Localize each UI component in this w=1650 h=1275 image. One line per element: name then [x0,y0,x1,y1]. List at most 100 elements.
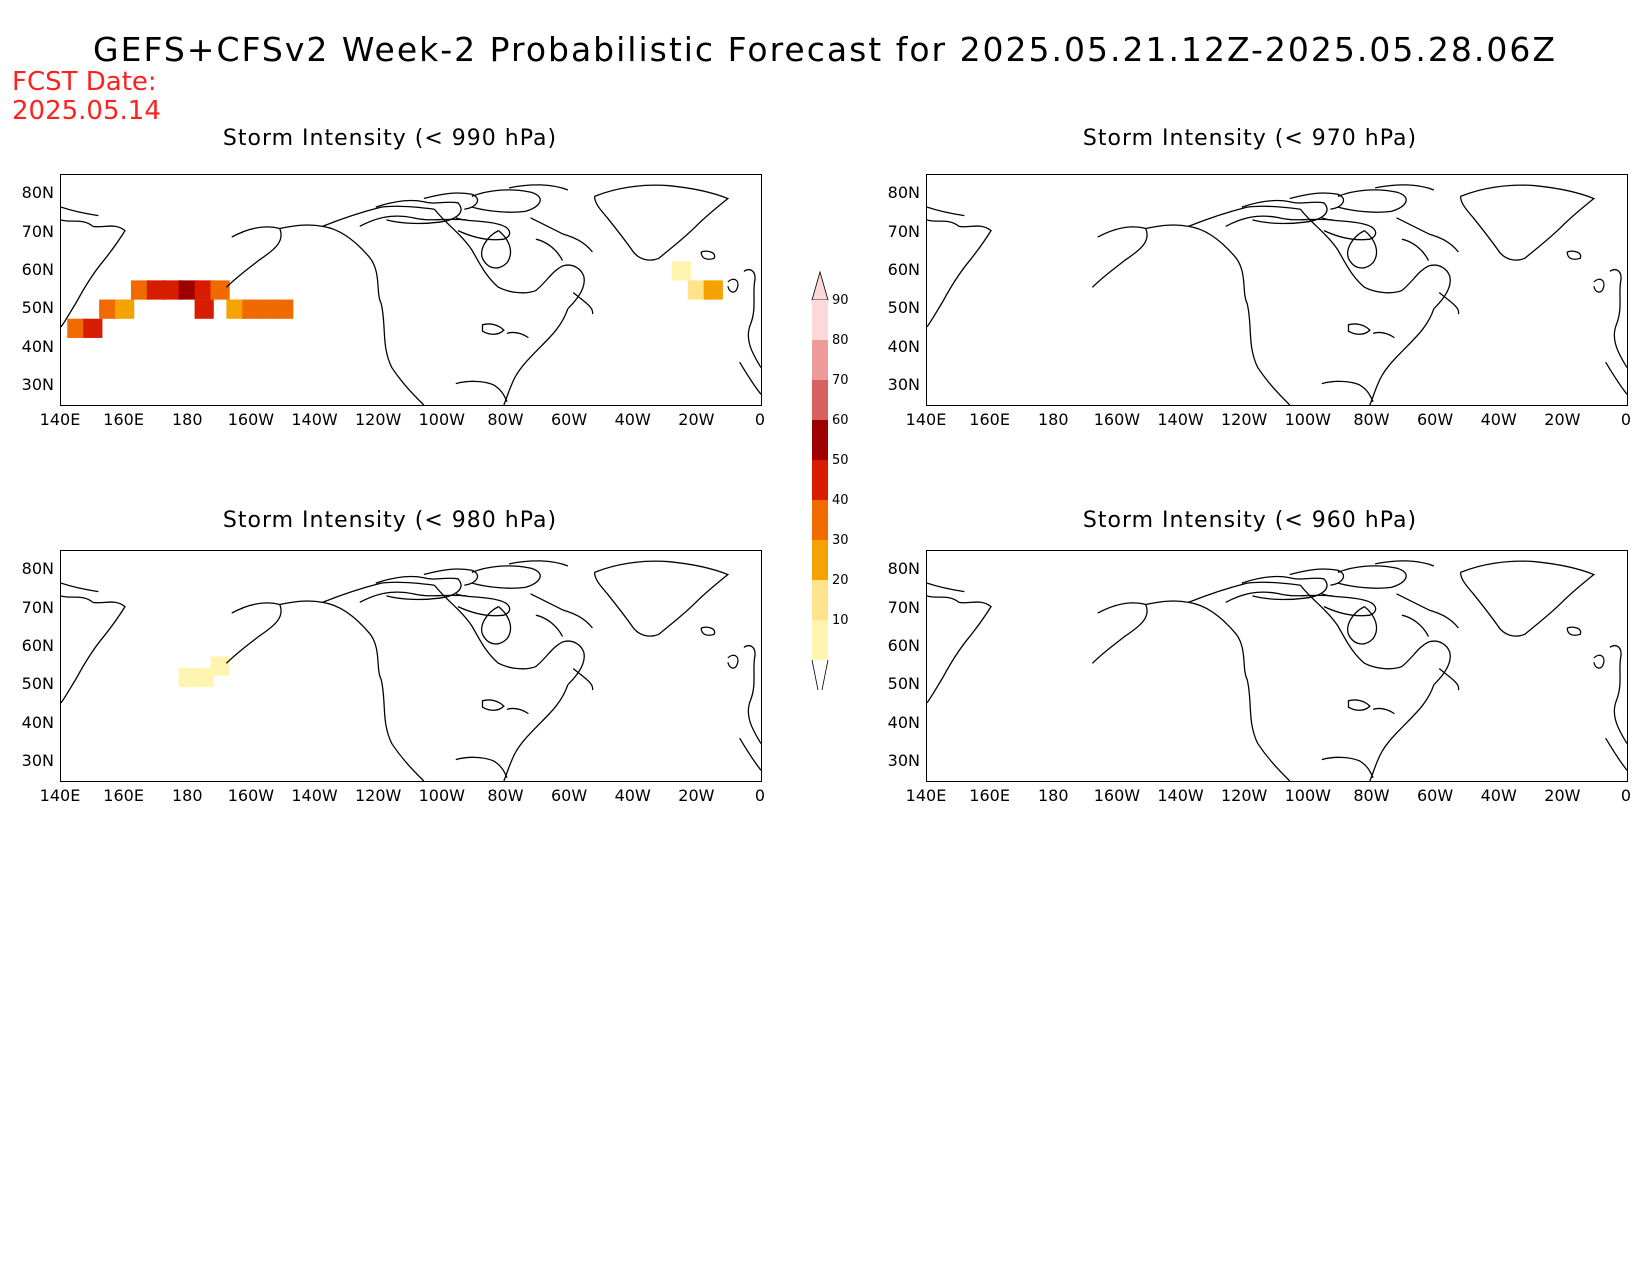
map-990 [60,174,762,406]
lon-tick-label: 100W [418,786,465,805]
probability-cell [178,667,198,688]
colorbar-tick-label: 80 [832,333,849,348]
coastline [61,561,761,781]
lon-tick-label: 140E [39,786,81,805]
lon-tick-label: 160W [227,786,275,805]
probability-cell [194,667,214,688]
lat-tick-label: 50N [21,298,54,318]
colorbar-tick-label: 10 [832,613,849,628]
probability-cell [67,318,87,338]
lon-tick-label: 180 [1037,410,1069,429]
lat-tick-label: 40N [21,712,54,732]
lon-tick-label: 140W [291,410,338,429]
lon-tick-label: 80W [1353,410,1390,429]
lon-tick-label: 80W [487,786,524,805]
lat-tick-label: 40N [887,336,920,356]
panel-title: Storm Intensity (< 960 hPa) [1082,508,1418,533]
lat-tick-label: 30N [21,750,54,770]
lon-tick-label: 120W [1220,786,1268,805]
panel-title: Storm Intensity (< 980 hPa) [222,508,558,533]
lon-tick-label: 40W [614,410,651,429]
lon-tick-label: 120W [354,410,402,429]
lat-tick-label: 80N [887,183,920,203]
lat-tick-label: 80N [21,559,54,579]
panel-title: Storm Intensity (< 990 hPa) [222,126,558,151]
map-canvas [927,551,1627,781]
colorbar-segment [812,420,828,460]
lon-tick-label: 120W [1220,410,1268,429]
lon-tick-label: 0 [754,786,766,805]
lat-tick-label: 60N [21,635,54,655]
probability-cell [210,280,230,300]
panel-title: Storm Intensity (< 970 hPa) [1082,126,1418,151]
coastline [927,185,1627,405]
main-title: GEFS+CFSv2 Week-2 Probabilistic Forecast… [93,30,1557,69]
colorbar-segment [812,540,828,580]
probability-cell [703,280,723,300]
lon-tick-label: 60W [550,410,588,429]
probability-cell [194,299,214,319]
coastline [927,561,1627,781]
lat-tick-label: 50N [887,674,920,694]
lat-tick-label: 80N [21,183,54,203]
lon-tick-label: 20W [678,410,715,429]
probability-cell [99,299,119,319]
probability-cell [210,656,230,676]
colorbar-segment [812,580,828,620]
forecast-date: FCST Date: 2025.05.14 [12,68,161,126]
probability-cell [242,299,262,319]
colorbar-tick-label: 60 [832,413,849,428]
lon-tick-label: 0 [1620,410,1632,429]
lat-tick-label: 60N [887,259,920,279]
map-canvas [927,175,1627,405]
lon-tick-label: 160W [1093,410,1141,429]
colorbar-segment [812,620,828,660]
probability-cell [162,280,182,300]
probability-cell [226,299,246,319]
map-970 [926,174,1628,406]
probability-cell [115,299,135,319]
lon-tick-label: 0 [754,410,766,429]
lon-tick-label: 80W [1353,786,1390,805]
lon-tick-label: 160E [969,410,1010,429]
lat-tick-label: 80N [887,559,920,579]
probability-cell [178,280,198,300]
lon-tick-label: 160E [103,410,144,429]
lon-tick-label: 160E [969,786,1010,805]
colorbar-tick-label: 20 [832,573,849,588]
lon-tick-label: 140E [905,786,947,805]
lon-tick-label: 180 [1037,786,1069,805]
lon-tick-label: 40W [1480,786,1517,805]
lat-tick-label: 50N [21,674,54,694]
colorbar-tick-label: 70 [832,373,849,388]
lon-tick-label: 40W [614,786,651,805]
lon-tick-label: 180 [171,410,203,429]
map-canvas [61,175,761,405]
colorbar-top-arrow [811,270,829,301]
lon-tick-label: 140E [905,410,947,429]
lat-tick-label: 30N [887,374,920,394]
probability-cell [146,280,167,300]
lon-tick-label: 0 [1620,786,1632,805]
lat-tick-label: 50N [887,298,920,318]
lon-tick-label: 100W [1284,786,1331,805]
map-980 [60,550,762,782]
forecast-date-value: 2025.05.14 [12,96,161,126]
lon-tick-label: 60W [550,786,588,805]
lon-tick-label: 160W [227,410,275,429]
lat-tick-label: 40N [887,712,920,732]
lon-tick-label: 20W [1544,786,1581,805]
colorbar-segment [812,460,828,500]
lat-tick-label: 30N [21,374,54,394]
lon-tick-label: 140W [1157,786,1204,805]
lon-tick-label: 20W [678,786,715,805]
probability-cell [687,280,707,300]
lon-tick-label: 120W [354,786,402,805]
probability-cell [130,280,151,300]
lon-tick-label: 140W [291,786,338,805]
lon-tick-label: 140W [1157,410,1204,429]
probability-shading [178,656,230,688]
colorbar-segment [812,500,828,540]
colorbar-segment [812,340,828,380]
probability-cell [258,299,278,319]
